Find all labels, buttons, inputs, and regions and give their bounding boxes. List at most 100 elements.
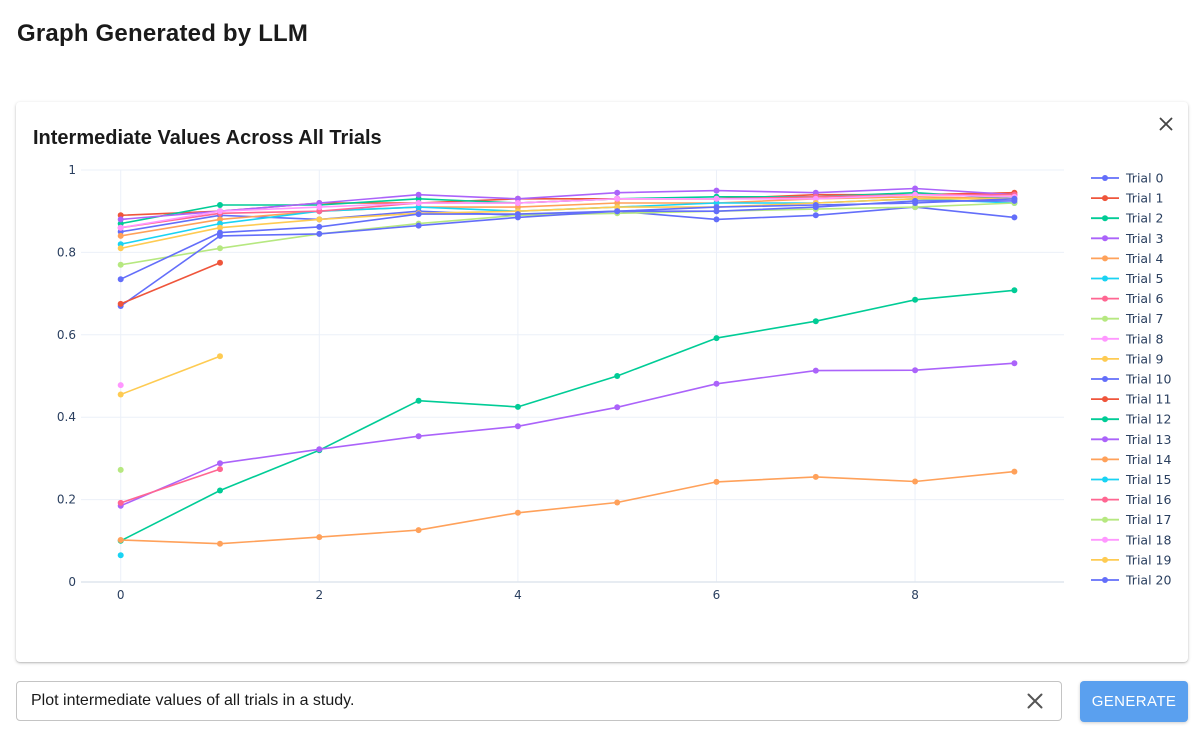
data-point (415, 397, 422, 404)
legend-label: Trial 16 (1125, 492, 1171, 507)
y-tick-label: 0.2 (57, 493, 76, 507)
clear-button[interactable] (1025, 691, 1045, 711)
data-point (514, 423, 521, 430)
legend-label: Trial 12 (1125, 412, 1171, 427)
legend-item: Trial 9 (1091, 351, 1164, 366)
legend-item: Trial 2 (1091, 211, 1163, 226)
legend-swatch-marker (1102, 556, 1108, 563)
series-line (120, 193, 1015, 229)
y-tick-label: 0.8 (57, 245, 76, 259)
series-line (120, 196, 1015, 237)
legend-label: Trial 3 (1125, 231, 1163, 246)
legend-label: Trial 10 (1125, 372, 1171, 387)
x-tick-label: 8 (911, 588, 919, 602)
legend-label: Trial 4 (1125, 251, 1164, 266)
prompt-input[interactable] (31, 682, 991, 720)
data-point (217, 487, 223, 494)
legend-label: Trial 11 (1125, 392, 1171, 407)
data-point (912, 478, 919, 485)
series-line (120, 289, 1015, 542)
data-point (812, 189, 819, 196)
data-point (117, 245, 124, 252)
data-point (713, 380, 720, 387)
legend-item: Trial 5 (1091, 271, 1163, 286)
legend-swatch-marker (1102, 476, 1108, 483)
data-point (415, 527, 422, 534)
data-point (1011, 360, 1018, 367)
legend-item: Trial 0 (1091, 171, 1164, 186)
x-tick-label: 4 (514, 588, 522, 602)
close-button[interactable] (1154, 112, 1178, 136)
legend-label: Trial 18 (1125, 532, 1171, 547)
data-point (217, 460, 223, 467)
data-point (217, 208, 223, 215)
generate-button[interactable]: GENERATE (1080, 681, 1188, 722)
series-trial-13 (117, 360, 1018, 509)
data-point (912, 197, 919, 204)
legend-label: Trial 9 (1125, 351, 1164, 366)
series-line (120, 261, 221, 305)
data-point (1011, 197, 1018, 204)
grid (81, 169, 1064, 583)
legend-label: Trial 6 (1125, 291, 1164, 306)
legend-swatch-marker (1102, 456, 1108, 463)
data-point (713, 204, 720, 211)
series-trial-18 (117, 382, 124, 389)
data-point (812, 204, 819, 211)
data-point (614, 195, 621, 202)
data-point (514, 204, 521, 211)
legend-swatch-marker (1102, 396, 1108, 403)
data-point (217, 202, 223, 208)
data-point (514, 195, 521, 202)
data-point (1011, 287, 1018, 294)
legend-swatch-marker (1102, 195, 1108, 202)
legend-label: Trial 19 (1125, 552, 1171, 567)
legend-item: Trial 8 (1091, 331, 1164, 346)
legend-swatch-marker (1102, 175, 1108, 181)
page-title: Graph Generated by LLM (17, 20, 309, 47)
data-point (713, 200, 720, 206)
data-point (812, 195, 819, 202)
data-point (217, 229, 223, 236)
data-point (217, 224, 223, 231)
legend-item: Trial 7 (1091, 311, 1163, 326)
data-point (217, 466, 223, 473)
data-point (713, 216, 720, 223)
data-point (415, 200, 422, 206)
series-trial-16 (117, 466, 223, 506)
series-trial-11 (117, 259, 223, 307)
legend-item: Trial 6 (1091, 291, 1164, 306)
data-point (713, 208, 720, 215)
data-point (117, 261, 124, 268)
prompt-field (16, 681, 1062, 721)
x-tick-label: 2 (315, 588, 323, 602)
data-point (316, 446, 323, 453)
y-tick-label: 1 (68, 163, 76, 177)
legend-swatch-marker (1102, 577, 1108, 583)
legend-item: Trial 10 (1091, 372, 1171, 387)
legend-label: Trial 20 (1125, 573, 1171, 588)
data-point (117, 241, 124, 248)
legend-label: Trial 7 (1125, 311, 1163, 326)
data-point (614, 404, 621, 411)
series-trial-17 (117, 466, 124, 473)
data-point (614, 499, 621, 506)
legend-swatch-marker (1102, 255, 1108, 262)
data-point (117, 391, 124, 398)
legend-swatch-marker (1102, 275, 1108, 282)
chart-svg: Intermediate Values Across All Trials 00… (33, 127, 1171, 602)
data-point (614, 373, 621, 379)
data-point (713, 478, 720, 485)
legend-item: Trial 16 (1091, 492, 1171, 507)
legend-item: Trial 4 (1091, 251, 1164, 266)
legend-swatch-marker (1102, 295, 1108, 302)
data-point (117, 232, 124, 239)
legend: Trial 0 Trial 1 Trial 2 Trial 3 Trial 4 Trial… (1091, 171, 1171, 588)
data-point (514, 211, 521, 218)
legend-swatch-marker (1102, 335, 1108, 342)
data-point (514, 200, 521, 206)
data-point (217, 245, 223, 252)
data-point (614, 204, 621, 211)
data-point (415, 211, 422, 218)
data-point (713, 187, 720, 194)
